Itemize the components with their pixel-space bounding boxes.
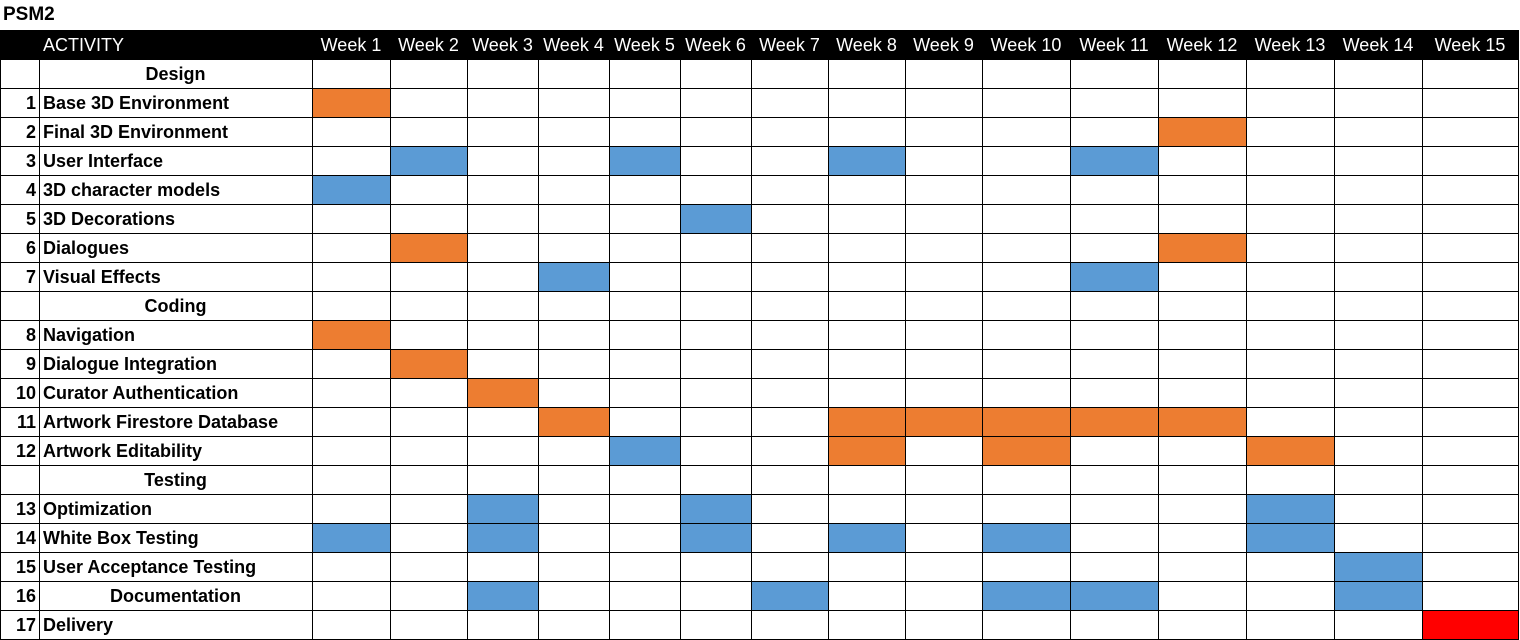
row-number: 7: [26, 267, 36, 287]
row-number: 12: [16, 441, 36, 461]
gantt-cell-row14-week8: [828, 436, 905, 465]
activity-label: Dialogue Integration: [43, 354, 217, 374]
row-number: 6: [26, 238, 36, 258]
week-header-6: Week 6: [685, 35, 746, 55]
week-header-7: Week 7: [759, 35, 820, 55]
gantt-cell-row17-week3: [467, 523, 538, 552]
gantt-cell-row14-week13: [1246, 436, 1334, 465]
gantt-cell-row17-week13: [1246, 523, 1334, 552]
activity-label: Visual Effects: [43, 267, 161, 287]
row-number: 15: [16, 557, 36, 577]
gantt-cell-row7-week2: [390, 233, 467, 262]
gantt-cell-row2-week1: [312, 88, 390, 117]
row-number: 14: [16, 528, 36, 548]
week-header-12: Week 12: [1167, 35, 1238, 55]
page-title: PSM2: [3, 4, 55, 25]
gantt-cell-row18-week14: [1334, 552, 1422, 581]
gantt-cell-row5-week1: [312, 175, 390, 204]
activity-label: Artwork Editability: [43, 441, 202, 461]
activity-label: 3D character models: [43, 180, 220, 200]
gantt-cell-row6-week6: [680, 204, 751, 233]
activity-label: Final 3D Environment: [43, 122, 228, 142]
activity-label: Base 3D Environment: [43, 93, 229, 113]
gantt-cell-row14-week10: [982, 436, 1070, 465]
gantt-cell-row20-week15: [1422, 610, 1518, 639]
gantt-cell-row19-week10: [982, 581, 1070, 610]
gantt-cell-row19-week7: [751, 581, 828, 610]
gantt-cell-row16-week3: [467, 494, 538, 523]
gantt-cell-row7-week12: [1158, 233, 1246, 262]
section-label: Testing: [144, 470, 207, 490]
grid-lines: [0, 59, 1519, 640]
row-number: 16: [16, 586, 36, 606]
row-number: 4: [26, 180, 36, 200]
gantt-cell-row4-week11: [1070, 146, 1158, 175]
week-header-15: Week 15: [1435, 35, 1506, 55]
gantt-cell-row8-week11: [1070, 262, 1158, 291]
gantt-cell-row17-week6: [680, 523, 751, 552]
week-header-2: Week 2: [398, 35, 459, 55]
section-label: Coding: [145, 296, 207, 316]
gantt-cell-row19-week14: [1334, 581, 1422, 610]
header-bar: [0, 30, 1519, 59]
gantt-cell-row13-week4: [538, 407, 609, 436]
week-header-9: Week 9: [913, 35, 974, 55]
week-header-11: Week 11: [1079, 35, 1148, 55]
activity-label: User Acceptance Testing: [43, 557, 256, 577]
gantt-cell-row4-week8: [828, 146, 905, 175]
activity-label: Optimization: [43, 499, 152, 519]
week-header-1: Week 1: [321, 35, 382, 55]
gantt-cell-row10-week1: [312, 320, 390, 349]
row-number: 1: [26, 93, 36, 113]
gantt-cell-row12-week3: [467, 378, 538, 407]
gantt-cell-row13-week9: [905, 407, 982, 436]
gantt-cell-row19-week11: [1070, 581, 1158, 610]
gantt-cell-row17-week1: [312, 523, 390, 552]
week-header-4: Week 4: [543, 35, 604, 55]
activity-label: Navigation: [43, 325, 135, 345]
activity-label: 3D Decorations: [43, 209, 175, 229]
gantt-cell-row8-week4: [538, 262, 609, 291]
activity-label: Delivery: [43, 615, 113, 635]
week-header-10: Week 10: [991, 35, 1062, 55]
gantt-cell-row13-week8: [828, 407, 905, 436]
row-number: 3: [26, 151, 36, 171]
activity-label: User Interface: [43, 151, 163, 171]
gantt-cell-row16-week6: [680, 494, 751, 523]
row-number: 9: [26, 354, 36, 374]
row-number: 8: [26, 325, 36, 345]
activity-label: White Box Testing: [43, 528, 199, 548]
week-header-8: Week 8: [836, 35, 897, 55]
row-number: 5: [26, 209, 36, 229]
activity-label: Artwork Firestore Database: [43, 412, 278, 432]
gantt-cell-row11-week2: [390, 349, 467, 378]
row-number: 10: [16, 383, 36, 403]
gantt-cell-row19-week3: [467, 581, 538, 610]
week-header-5: Week 5: [614, 35, 675, 55]
activity-header: ACTIVITY: [43, 35, 124, 55]
gantt-cell-row3-week12: [1158, 117, 1246, 146]
gantt-cell-row4-week5: [609, 146, 680, 175]
gantt-cell-row13-week11: [1070, 407, 1158, 436]
activity-label: Curator Authentication: [43, 383, 238, 403]
week-header-13: Week 13: [1255, 35, 1326, 55]
activity-label: Dialogues: [43, 238, 129, 258]
gantt-cell-row17-week10: [982, 523, 1070, 552]
section-label: Design: [145, 64, 205, 84]
activity-label: Documentation: [110, 586, 241, 606]
gantt-svg: ACTIVITY Week 1 Week 2 Week 3 Week 4 Week 5 We…: [0, 30, 1519, 640]
gantt-cell-row16-week13: [1246, 494, 1334, 523]
gantt-cell-row17-week8: [828, 523, 905, 552]
row-number: 2: [26, 122, 36, 142]
gantt-cell-row13-week12: [1158, 407, 1246, 436]
week-header-14: Week 14: [1343, 35, 1414, 55]
gantt-cell-row13-week10: [982, 407, 1070, 436]
row-number: 17: [16, 615, 36, 635]
week-header-3: Week 3: [472, 35, 533, 55]
gantt-chart: ACTIVITY Week 1 Week 2 Week 3 Week 4 Week 5 We…: [0, 30, 1519, 640]
gantt-cell-row4-week2: [390, 146, 467, 175]
gantt-cell-row14-week5: [609, 436, 680, 465]
row-number: 11: [17, 412, 36, 432]
row-number: 13: [16, 499, 36, 519]
